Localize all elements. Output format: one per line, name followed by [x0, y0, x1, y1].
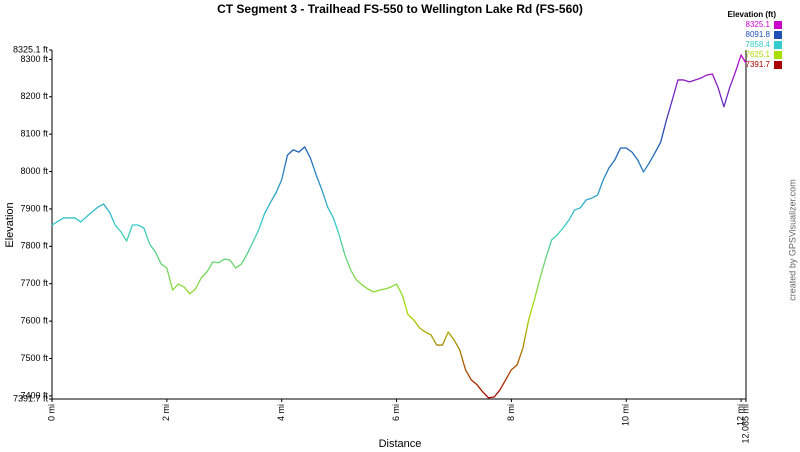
y-tick-label: 8100 ft	[20, 129, 48, 139]
legend-swatch	[774, 21, 782, 29]
legend-label: 7391.7	[746, 60, 771, 69]
legend-swatch	[774, 41, 782, 49]
legend-swatch	[774, 51, 782, 59]
y-tick-label: 7391.7 ft	[13, 393, 49, 403]
x-tick-label: 8 mi	[506, 404, 516, 421]
y-tick-label: 8300 ft	[20, 54, 48, 64]
legend-label: 7625.1	[746, 50, 771, 59]
legend-label: 8325.1	[746, 20, 771, 29]
y-tick-label: 8000 ft	[20, 166, 48, 176]
chart-title: CT Segment 3 - Trailhead FS-550 to Welli…	[217, 2, 583, 16]
legend-label: 7858.4	[746, 40, 771, 49]
x-axis-label: Distance	[379, 438, 422, 450]
x-tick-label: 2 mi	[161, 404, 171, 421]
credit: created by GPSVisualizer.com	[787, 179, 797, 300]
y-tick-label: 8200 ft	[20, 91, 48, 101]
x-tick-label: 10 mi	[621, 404, 631, 426]
y-tick-label: 7800 ft	[20, 241, 48, 251]
y-tick-label: 7600 ft	[20, 315, 48, 325]
y-tick-label: 8325.1 ft	[13, 44, 49, 54]
y-tick-label: 7900 ft	[20, 203, 48, 213]
legend-label: 8091.8	[746, 30, 771, 39]
x-tick-label: 12.085 mi	[740, 404, 750, 444]
x-tick-label: 6 mi	[391, 404, 401, 421]
x-tick-label: 12 mi	[735, 404, 745, 426]
y-tick-label: 7400 ft	[20, 390, 48, 400]
x-tick-label: 4 mi	[276, 404, 286, 421]
x-tick-label: 0 mi	[46, 404, 56, 421]
legend-title: Elevation (ft)	[728, 10, 777, 19]
y-axis-label: Elevation	[4, 202, 16, 247]
legend-swatch	[774, 31, 782, 39]
y-tick-label: 7700 ft	[20, 278, 48, 288]
y-tick-label: 7500 ft	[20, 353, 48, 363]
elevation-line	[51, 54, 747, 399]
legend-swatch	[774, 61, 782, 69]
